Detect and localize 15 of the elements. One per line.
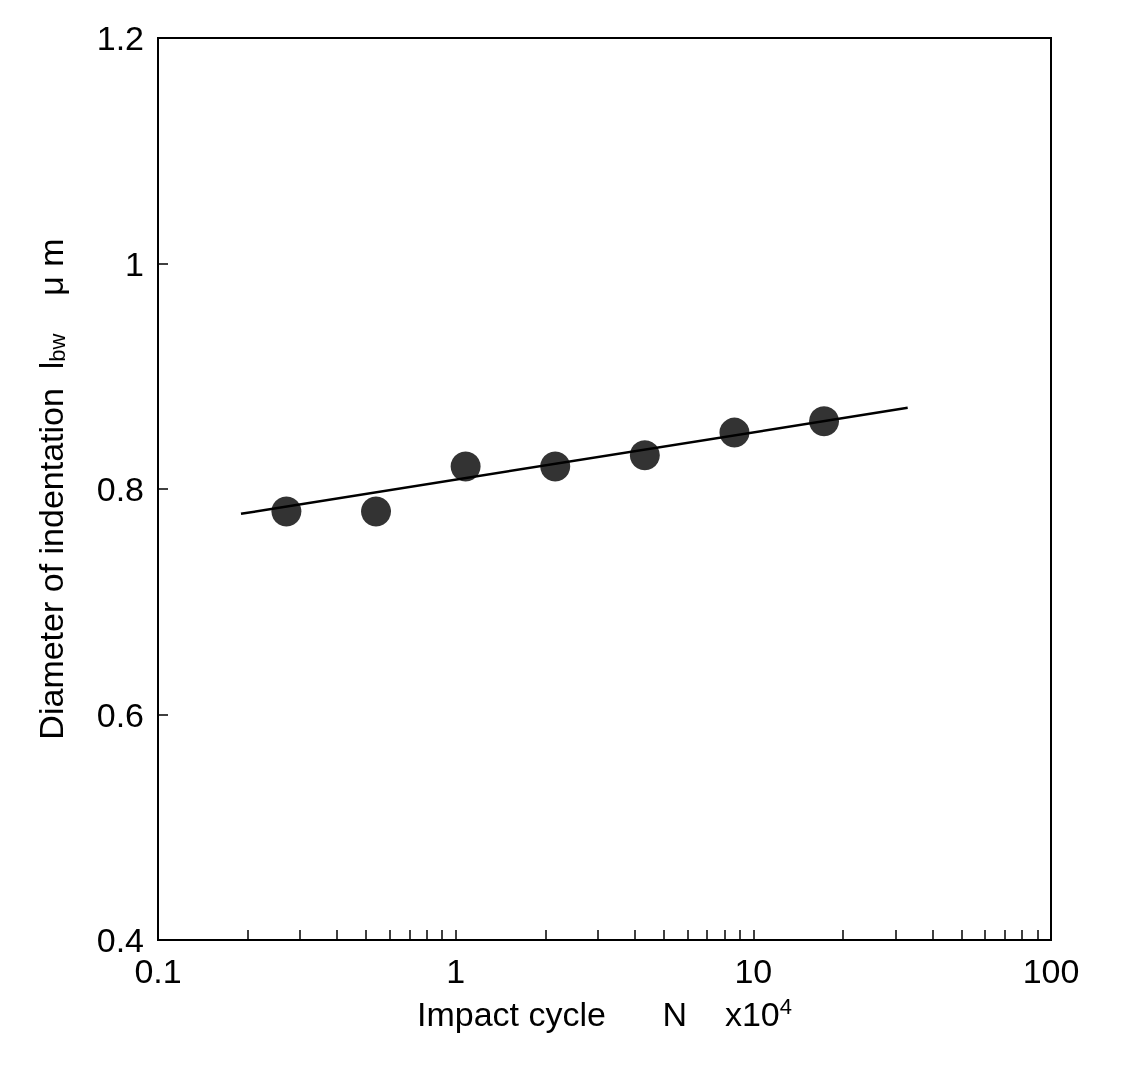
y-tick-label: 1	[125, 244, 144, 283]
y-tick-label: 1.2	[96, 19, 144, 57]
x-tick-label: 100	[1022, 952, 1080, 990]
point	[809, 406, 840, 437]
x-tick-label: 10	[734, 952, 773, 990]
point	[719, 417, 750, 448]
text: Diameter of indentation lbw μ m	[32, 238, 70, 740]
point	[361, 496, 392, 527]
point	[629, 440, 660, 471]
point	[450, 451, 481, 482]
point	[271, 496, 302, 527]
point	[540, 451, 571, 482]
x-tick-label: 1	[446, 952, 466, 990]
y-tick-label: 0.8	[96, 470, 144, 508]
y-tick-label: 0.6	[96, 695, 144, 734]
